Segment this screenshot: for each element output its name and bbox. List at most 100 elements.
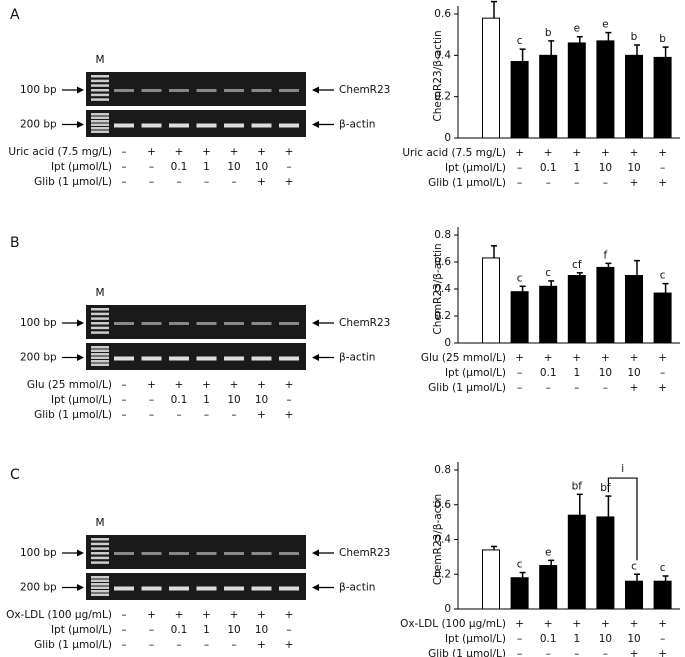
ladder-band <box>91 586 109 589</box>
condition-level: 10 <box>255 394 268 406</box>
condition-level: – <box>121 624 126 636</box>
condition-level: + <box>630 382 639 394</box>
condition-level: + <box>285 379 294 391</box>
condition-level: 0.1 <box>540 367 557 379</box>
condition-level: – <box>149 394 154 406</box>
condition-level: + <box>572 618 581 630</box>
condition-name: Ipt (μmol/L) <box>445 633 506 645</box>
condition-level: + <box>544 352 553 364</box>
ladder-band <box>91 113 109 116</box>
gel-band <box>196 322 217 325</box>
panel-label: A <box>10 7 20 23</box>
gel-band <box>196 356 217 361</box>
ladder-band <box>91 363 109 366</box>
gel-band <box>196 89 217 92</box>
condition-level: + <box>658 648 667 657</box>
marker-label: M <box>95 54 104 66</box>
ladder-band <box>91 561 109 564</box>
condition-level: – <box>121 146 126 158</box>
condition-level: + <box>572 352 581 364</box>
condition-name: Uric acid (7.5 mg/L) <box>8 146 112 158</box>
condition-level: – <box>121 609 126 621</box>
y-axis-label: ChemR23/β-actin <box>432 494 444 585</box>
y-tick-label: 0.2 <box>434 568 451 580</box>
y-axis-label: ChemR23/β-actin <box>432 243 444 334</box>
gel-band <box>114 322 134 325</box>
condition-name: Ipt (μmol/L) <box>445 162 506 174</box>
gel-band <box>114 123 134 128</box>
condition-level: + <box>202 379 211 391</box>
y-tick-label: 0.8 <box>434 229 451 241</box>
condition-level: – <box>286 161 291 173</box>
condition-level: – <box>603 177 608 189</box>
condition-level: – <box>121 394 126 406</box>
ladder-band <box>91 346 109 349</box>
bar <box>539 565 558 610</box>
condition-level: + <box>175 379 184 391</box>
condition-level: + <box>658 147 667 159</box>
gel-band <box>141 89 162 92</box>
condition-level: – <box>517 648 522 657</box>
gel-band <box>114 356 134 361</box>
bar-label: c <box>660 562 666 574</box>
condition-level: – <box>286 624 291 636</box>
bar <box>567 275 586 344</box>
gel-band <box>114 89 134 92</box>
condition-level: + <box>630 177 639 189</box>
ladder-band <box>91 308 109 311</box>
condition-level: + <box>147 146 156 158</box>
condition-level: + <box>515 352 524 364</box>
ladder-band <box>91 317 109 320</box>
gel-band <box>169 123 189 128</box>
condition-level: – <box>176 639 181 651</box>
condition-level: + <box>257 176 266 188</box>
ladder-band <box>91 127 109 130</box>
arrow-head <box>312 549 319 557</box>
gel-band <box>251 356 272 361</box>
marker-label: M <box>95 517 104 529</box>
gel-band <box>196 123 217 128</box>
bar <box>653 56 672 139</box>
ladder-band <box>91 130 109 133</box>
condition-level: – <box>121 161 126 173</box>
condition-name: Ipt (μmol/L) <box>51 624 112 636</box>
ladder-band <box>91 89 109 92</box>
bracket-label: i <box>621 463 624 475</box>
condition-level: – <box>603 648 608 657</box>
gel-band <box>169 89 189 92</box>
ladder-band <box>91 322 109 325</box>
condition-name: Ox-LDL (100 μg/mL) <box>6 609 112 621</box>
gel-band <box>114 552 134 555</box>
bracket <box>607 477 638 561</box>
bar-label: c <box>660 270 666 282</box>
band-name: β-actin <box>339 119 375 131</box>
gel-band <box>169 356 189 361</box>
band-name: β-actin <box>339 582 375 594</box>
y-tick-label: 0.6 <box>434 256 451 268</box>
ladder-band <box>91 116 109 119</box>
bar <box>625 580 643 610</box>
bar <box>482 257 500 344</box>
condition-level: 10 <box>627 633 640 645</box>
gel-band <box>114 586 134 591</box>
condition-level: – <box>121 639 126 651</box>
condition-level: 10 <box>227 394 240 406</box>
gel-band <box>141 322 162 325</box>
condition-level: – <box>149 161 154 173</box>
condition-level: + <box>175 146 184 158</box>
y-tick-label: 0.2 <box>434 310 451 322</box>
bar-label: c <box>517 272 523 284</box>
condition-level: – <box>517 633 522 645</box>
gel-band <box>279 586 299 591</box>
condition-level: – <box>231 639 236 651</box>
condition-name: Ipt (μmol/L) <box>51 161 112 173</box>
gel-band <box>141 123 162 128</box>
condition-level: 0.1 <box>171 161 188 173</box>
condition-level: + <box>230 379 239 391</box>
condition-level: 10 <box>227 161 240 173</box>
bar <box>567 42 586 139</box>
condition-level: + <box>285 176 294 188</box>
gel-band <box>224 356 244 361</box>
ladder-band <box>91 360 109 363</box>
